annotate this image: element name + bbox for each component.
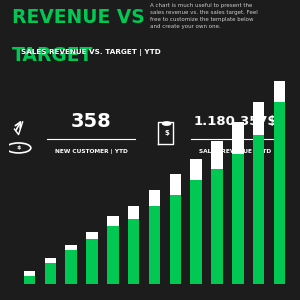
Bar [274,81,285,284]
Bar [149,206,160,284]
Bar [86,239,98,284]
Bar [149,190,160,284]
Bar [65,244,77,284]
Bar [128,218,140,284]
Bar [65,250,77,284]
Bar [24,276,35,283]
Text: $: $ [164,130,169,136]
Bar [211,140,223,284]
Text: 358: 358 [70,112,111,131]
Text: TARGET: TARGET [12,46,93,64]
Bar [169,174,181,284]
Bar [128,206,140,284]
Text: $: $ [16,146,21,151]
Bar [107,226,118,284]
Bar [24,271,35,284]
Text: A chart is much useful to present the
sales revenue vs. the sales target. Feel
f: A chart is much useful to present the sa… [150,3,258,29]
Bar [211,169,223,284]
Text: 1.180.357$: 1.180.357$ [193,116,277,128]
Text: NEW CUSTOMER | YTD: NEW CUSTOMER | YTD [55,149,127,154]
Bar [45,263,56,284]
Bar [253,135,264,284]
Bar [45,257,56,283]
Text: SALES REVENUE | YTD: SALES REVENUE | YTD [199,149,271,154]
Bar [274,101,285,284]
Bar [86,232,98,284]
Circle shape [163,122,171,125]
Bar [169,195,181,284]
Text: SALES REVENUE VS. TARGET | YTD: SALES REVENUE VS. TARGET | YTD [21,49,160,56]
Text: REVENUE VS: REVENUE VS [12,8,145,27]
Bar [232,154,244,284]
Bar [232,122,244,283]
Bar [190,159,202,284]
Bar [107,216,118,284]
Bar [190,179,202,284]
Bar [253,101,264,284]
